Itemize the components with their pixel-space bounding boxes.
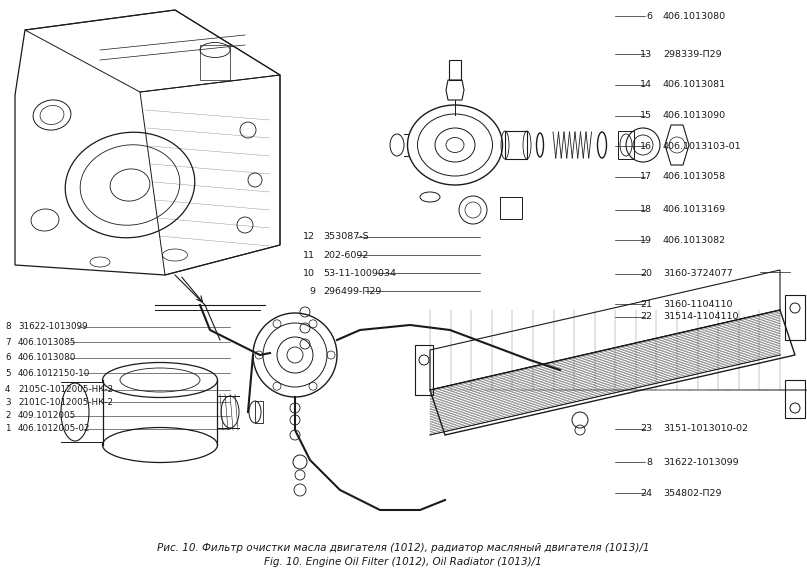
Text: 296499-П29: 296499-П29 [323, 287, 382, 296]
Text: 1: 1 [5, 424, 10, 434]
Text: 12: 12 [303, 232, 316, 242]
Text: 406.1013082: 406.1013082 [663, 236, 726, 245]
Text: 406.1013058: 406.1013058 [663, 172, 726, 181]
Text: 15: 15 [640, 111, 652, 120]
Text: 6: 6 [646, 12, 652, 21]
Text: 406.1013080: 406.1013080 [663, 12, 726, 21]
Text: 16: 16 [640, 142, 652, 151]
Text: 406.1012005-02: 406.1012005-02 [18, 424, 90, 434]
Text: 18: 18 [640, 205, 652, 214]
Text: 6: 6 [5, 353, 10, 362]
Bar [200, 45, 230, 80]
Text: 11: 11 [303, 251, 316, 260]
Text: 4: 4 [5, 385, 10, 394]
Bar [415, 345, 433, 395]
Text: 406.1013080: 406.1013080 [18, 353, 77, 362]
Bar [449, 60, 461, 80]
Bar [255, 401, 263, 423]
Text: 21: 21 [640, 299, 652, 309]
Text: 2101С-1012005-НК-2: 2101С-1012005-НК-2 [18, 398, 113, 407]
Text: 353087-S: 353087-S [323, 232, 369, 242]
Text: 19: 19 [640, 236, 652, 245]
Text: 31622-1013099: 31622-1013099 [663, 458, 738, 467]
Bar [505, 131, 527, 159]
Text: Fig. 10. Engine Oil Filter (1012), Oil Radiator (1013)/1: Fig. 10. Engine Oil Filter (1012), Oil R… [264, 557, 541, 567]
Bar [785, 380, 805, 418]
Text: 31622-1013099: 31622-1013099 [18, 322, 88, 331]
Bar [785, 295, 805, 340]
Text: 406.1013103-01: 406.1013103-01 [663, 142, 742, 151]
Text: 7: 7 [5, 338, 10, 347]
Bar [500, 197, 522, 219]
Text: Рис. 10. Фильтр очистки масла двигателя (1012), радиатор масляный двигателя (101: Рис. 10. Фильтр очистки масла двигателя … [157, 543, 650, 553]
Text: 3160-3724077: 3160-3724077 [663, 269, 733, 279]
Text: 406.1013090: 406.1013090 [663, 111, 726, 120]
Text: 298339-П29: 298339-П29 [663, 50, 721, 59]
Text: 409.1012005: 409.1012005 [18, 411, 76, 420]
Text: 406.1013081: 406.1013081 [663, 80, 726, 90]
Text: 3160-1104110: 3160-1104110 [663, 299, 733, 309]
Text: 23: 23 [640, 424, 652, 434]
Text: 202-6092: 202-6092 [323, 251, 369, 260]
Text: 406.1013085: 406.1013085 [18, 338, 77, 347]
Text: 10: 10 [303, 269, 316, 278]
Text: 9: 9 [309, 287, 316, 296]
Text: 354802-П29: 354802-П29 [663, 488, 721, 498]
Text: 406.1013169: 406.1013169 [663, 205, 726, 214]
Text: 5: 5 [5, 369, 10, 378]
Text: 14: 14 [640, 80, 652, 90]
Text: 13: 13 [640, 50, 652, 59]
Text: 24: 24 [640, 488, 652, 498]
Text: 3151-1013010-02: 3151-1013010-02 [663, 424, 748, 434]
Text: 31514-1104110: 31514-1104110 [663, 312, 738, 321]
Text: 20: 20 [640, 269, 652, 279]
Text: 2105С-1012005-НК-2: 2105С-1012005-НК-2 [18, 385, 113, 394]
Text: 8: 8 [5, 322, 10, 331]
Text: 3: 3 [5, 398, 10, 407]
Text: 53-11-1009034: 53-11-1009034 [323, 269, 396, 278]
Text: 22: 22 [640, 312, 652, 321]
Text: 406.1012150-10: 406.1012150-10 [18, 369, 90, 378]
Text: 17: 17 [640, 172, 652, 181]
Bar [618, 131, 634, 159]
Text: 2: 2 [5, 411, 10, 420]
Text: 8: 8 [646, 458, 652, 467]
